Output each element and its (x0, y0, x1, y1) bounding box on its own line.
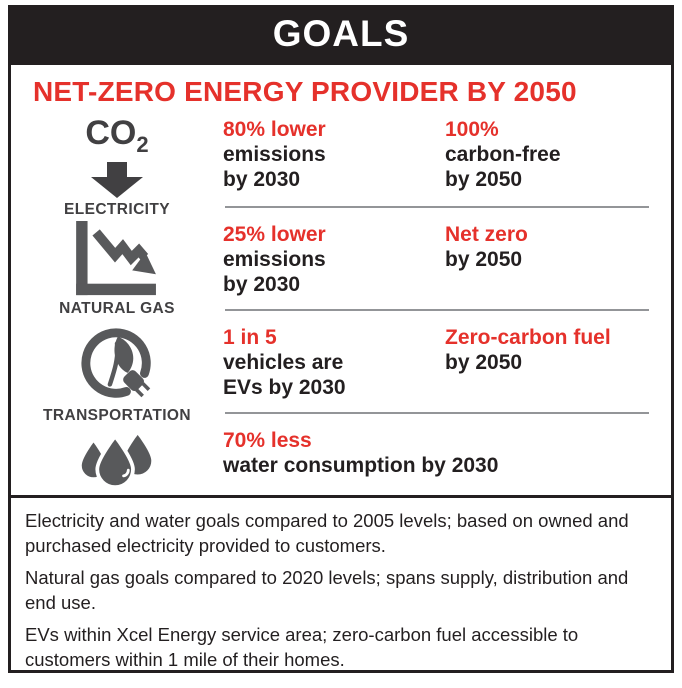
goals-area: NET-ZERO ENERGY PROVIDER BY 2050 CO2 ELE… (11, 65, 671, 495)
goal-natural-gas-2: Net zero by 2050 (445, 221, 667, 272)
co2-arrow-down-icon: CO2 (85, 116, 148, 162)
natural-gas-label: NATURAL GAS (59, 300, 175, 317)
goal-detail: water consumption by 2030 (223, 454, 499, 477)
goal-row-electricity: CO2 ELECTRICITY 80% lower emissions by 2… (11, 116, 671, 218)
goal-detail: emissions by 2030 (223, 143, 326, 191)
goal-water-1: 70% less water consumption by 2030 (223, 427, 653, 478)
goal-detail: vehicles are EVs by 2030 (223, 351, 346, 399)
goal-natural-gas-1: 25% lower emissions by 2030 (223, 221, 445, 297)
goal-highlight: 25% lower (223, 223, 326, 246)
electricity-icon-cell: CO2 ELECTRICITY (11, 116, 223, 219)
water-drops-icon (78, 430, 155, 489)
row-divider (225, 206, 649, 208)
content-box: NET-ZERO ENERGY PROVIDER BY 2050 CO2 ELE… (8, 62, 674, 673)
goal-row-transportation: TRANSPORTATION 1 in 5 vehicles are EVs b… (11, 311, 671, 424)
goal-row-water: 70% less water consumption by 2030 (11, 414, 671, 492)
goal-detail: by 2050 (445, 248, 523, 271)
goal-detail: by 2050 (445, 351, 523, 374)
goal-highlight: 1 in 5 (223, 326, 277, 349)
down-arrow-icon (91, 161, 143, 198)
goal-row-natural-gas: NATURAL GAS 25% lower emissions by 2030 … (11, 208, 671, 317)
goal-detail: emissions by 2030 (223, 248, 326, 296)
goals-header-bar: GOALS (8, 5, 674, 62)
row-divider (225, 412, 649, 414)
water-icon-cell (11, 427, 223, 492)
goal-highlight: Net zero (445, 223, 528, 246)
transportation-icon-cell: TRANSPORTATION (11, 324, 223, 425)
co2-subscript: 2 (136, 131, 149, 157)
leaf-plug-icon (81, 328, 151, 398)
goal-highlight: 80% lower (223, 118, 326, 141)
footnote-electricity-water: Electricity and water goals compared to … (25, 510, 629, 556)
goal-highlight: Zero-carbon fuel (445, 326, 611, 349)
row-divider (225, 309, 649, 311)
footnotes-section: Electricity and water goals compared to … (11, 495, 671, 673)
footnote-natural-gas: Natural gas goals compared to 2020 level… (25, 567, 629, 613)
electricity-label: ELECTRICITY (63, 200, 170, 218)
goal-highlight: 70% less (223, 429, 312, 452)
footnote-evs: EVs within Xcel Energy service area; zer… (25, 624, 579, 670)
transportation-label: TRANSPORTATION (43, 407, 191, 424)
co2-label: CO (85, 114, 137, 152)
net-zero-title: NET-ZERO ENERGY PROVIDER BY 2050 (33, 76, 577, 107)
goal-detail: carbon-free by 2050 (445, 143, 561, 191)
goal-electricity-1: 80% lower emissions by 2030 (223, 116, 445, 192)
goal-transportation-2: Zero-carbon fuel by 2050 (445, 324, 667, 375)
goal-transportation-1: 1 in 5 vehicles are EVs by 2030 (223, 324, 445, 400)
goal-electricity-2: 100% carbon-free by 2050 (445, 116, 667, 192)
declining-chart-icon (76, 221, 156, 296)
goal-highlight: 100% (445, 118, 499, 141)
natural-gas-icon-cell: NATURAL GAS (11, 221, 223, 318)
goals-title: GOALS (272, 12, 410, 54)
